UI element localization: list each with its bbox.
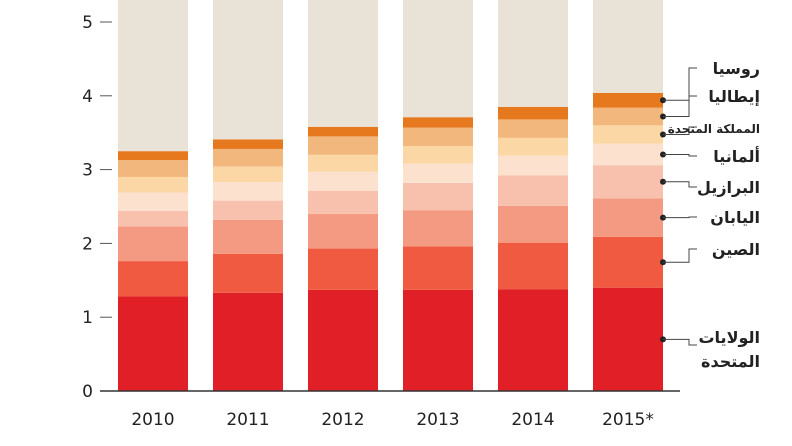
- bar-segment-series-1: [308, 248, 378, 290]
- bar-segment-other: [213, 0, 283, 140]
- bar-segment-series-7: [593, 92, 663, 108]
- legend-connector: [663, 338, 697, 346]
- bar-segment-series-7: [403, 117, 473, 128]
- bar-segment-series-4: [118, 192, 188, 211]
- bar-segment-series-5: [403, 145, 473, 164]
- bar-segment-series-3: [308, 191, 378, 214]
- legend-label-line2: المتحدة: [701, 352, 760, 371]
- legend-label: الصين: [712, 240, 760, 259]
- legend-connector: [663, 95, 697, 117]
- legend-connector: [663, 153, 697, 157]
- bar-segment-series-0: [403, 289, 473, 391]
- bar-segment-series-4: [213, 182, 283, 201]
- bar-segment-series-4: [403, 163, 473, 183]
- bar-segment-series-4: [593, 143, 663, 166]
- x-tick-label: 2010: [131, 410, 174, 430]
- bar-segment-series-2: [308, 213, 378, 249]
- x-tick-label: 2015*: [602, 410, 654, 430]
- bar-segment-series-2: [593, 198, 663, 237]
- bar-segment-series-7: [498, 106, 568, 120]
- bar-segment-series-3: [593, 165, 663, 199]
- bar-segment-series-1: [498, 242, 568, 290]
- legend-label: روسيا: [713, 59, 760, 78]
- bar-segment-series-3: [498, 175, 568, 206]
- bar-segment-other: [118, 0, 188, 152]
- bar-segment-series-0: [213, 292, 283, 391]
- legend-connector: [663, 248, 697, 263]
- bar-segment-series-2: [498, 205, 568, 243]
- bar-segment-series-6: [118, 160, 188, 177]
- bar-segment-other: [593, 0, 663, 93]
- bar-segment-series-7: [308, 126, 378, 137]
- legend-label: إيطاليا: [708, 87, 760, 106]
- legend-connector: [663, 67, 697, 101]
- bar-segment-series-7: [118, 151, 188, 161]
- legend-connector: [663, 126, 697, 136]
- bar-segment-series-2: [213, 219, 283, 254]
- bar-segment-series-0: [593, 287, 663, 391]
- bar-segment-series-2: [118, 226, 188, 262]
- y-tick-label: 1: [82, 308, 93, 328]
- bar-segment-series-3: [403, 182, 473, 211]
- legend-label: اليابان: [710, 208, 760, 227]
- bar-segment-series-6: [403, 127, 473, 146]
- bar-segment-series-1: [118, 261, 188, 297]
- bar-segment-series-3: [118, 210, 188, 227]
- x-tick-label: 2014: [511, 410, 554, 430]
- bar-segment-series-5: [308, 154, 378, 172]
- bar-segment-series-5: [593, 125, 663, 144]
- bar-segment-other: [403, 0, 473, 118]
- y-tick-label: 3: [82, 161, 93, 181]
- bar-segment-series-1: [213, 253, 283, 293]
- bar-segment-series-6: [498, 119, 568, 138]
- x-tick-label: 2013: [416, 410, 459, 430]
- y-tick-label: 0: [82, 382, 93, 402]
- bar-segment-series-0: [118, 296, 188, 391]
- legend-connector: [663, 181, 697, 188]
- bar-segment-series-6: [308, 136, 378, 155]
- x-tick-label: 2011: [226, 410, 269, 430]
- legend-label: الولايات: [698, 328, 760, 347]
- legend-label: ألمانيا: [713, 146, 760, 166]
- legend-connector: [663, 216, 697, 219]
- bar-segment-other: [498, 0, 568, 107]
- bar-segment-series-5: [498, 137, 568, 156]
- x-tick-label: 2012: [321, 410, 364, 430]
- bar-segment-series-5: [118, 176, 188, 193]
- bar-segment-series-1: [403, 246, 473, 290]
- bar-segment-series-6: [213, 148, 283, 167]
- bar-segment-series-4: [498, 155, 568, 176]
- y-tick-label: 4: [82, 87, 93, 107]
- bar-segment-series-2: [403, 210, 473, 247]
- legend-label: المملكة المتحدة: [668, 122, 760, 136]
- bar-segment-series-0: [308, 289, 378, 391]
- bar-segment-series-4: [308, 171, 378, 192]
- bar-segment-series-6: [593, 107, 663, 126]
- bar-segment-series-0: [498, 289, 568, 391]
- bar-segment-other: [308, 0, 378, 127]
- legend-label: البرازيل: [697, 178, 760, 197]
- bar-segment-series-1: [593, 236, 663, 288]
- bar-segment-series-3: [213, 200, 283, 220]
- bar-segment-series-7: [213, 139, 283, 149]
- bar-segment-series-5: [213, 166, 283, 183]
- y-tick-label: 5: [82, 13, 93, 33]
- y-tick-label: 2: [82, 234, 93, 254]
